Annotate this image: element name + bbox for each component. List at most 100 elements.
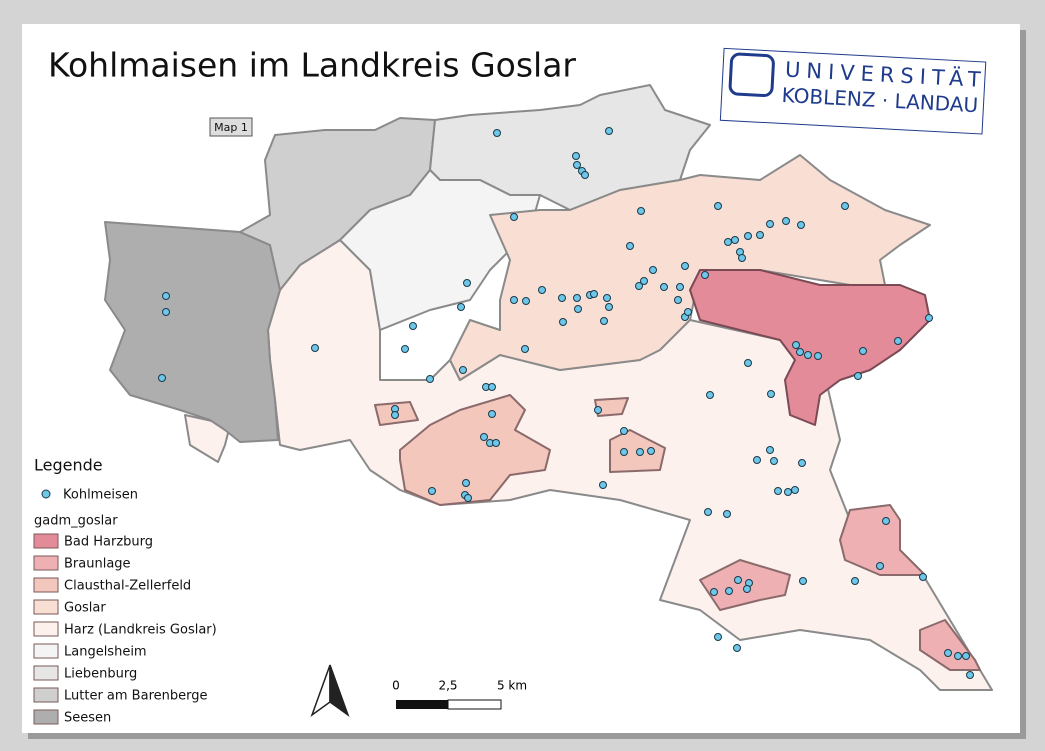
logo-emblem (728, 52, 775, 97)
points (158, 127, 974, 679)
map-title: Kohlmaisen im Landkreis Goslar (48, 46, 576, 85)
observation-point (311, 344, 319, 352)
observation-point (590, 290, 598, 298)
observation-point (457, 303, 465, 311)
map-label-box (209, 117, 253, 137)
observation-point (744, 359, 752, 367)
legend-items: Bad Harzburg Braunlage Clausthal-Zellerfel… (33, 533, 217, 726)
observation-point (428, 487, 436, 495)
observation-point (158, 374, 166, 382)
legend-label: Goslar (64, 601, 106, 616)
observation-point (522, 297, 530, 305)
observation-point (738, 254, 746, 262)
observation-point (640, 277, 648, 285)
observation-point (796, 348, 804, 356)
region (339, 169, 541, 331)
observation-point (714, 202, 722, 210)
legend-swatch (33, 643, 59, 659)
north-arrow (310, 664, 350, 718)
observation-point (841, 202, 849, 210)
observation-point (603, 294, 611, 302)
observation-point (944, 649, 952, 657)
observation-point (767, 390, 775, 398)
scale-label: 0 (392, 679, 400, 693)
observation-point (459, 366, 467, 374)
observation-point (391, 411, 399, 419)
observation-point (488, 410, 496, 418)
observation-point (573, 294, 581, 302)
observation-point (681, 262, 689, 270)
observation-point (724, 238, 732, 246)
observation-point (756, 231, 764, 239)
logo-box (719, 47, 987, 135)
legend-swatch (33, 687, 59, 703)
observation-point (462, 479, 470, 487)
observation-point (409, 322, 417, 330)
legend-label: Lutter am Barenberge (64, 689, 207, 704)
observation-point (804, 351, 812, 359)
observation-point (573, 161, 581, 169)
observation-point (605, 127, 613, 135)
observation-point (925, 314, 933, 322)
observation-point (600, 317, 608, 325)
map-label: Map 1 (214, 121, 248, 134)
observation-point (859, 347, 867, 355)
legend-swatch (33, 709, 59, 725)
legend-label: Harz (Landkreis Goslar) (64, 623, 217, 638)
scale-label: 5 km (497, 679, 527, 693)
observation-point (464, 494, 472, 502)
observation-point (725, 587, 733, 595)
observation-point (744, 232, 752, 240)
legend-label: Clausthal-Zellerfeld (64, 579, 191, 594)
observation-point (636, 448, 644, 456)
legend-label: Liebenburg (64, 667, 137, 682)
observation-point (162, 292, 170, 300)
observation-point (626, 242, 634, 250)
legend-point (41, 489, 51, 499)
observation-point (162, 308, 170, 316)
observation-point (791, 486, 799, 494)
legend-swatch (33, 577, 59, 593)
observation-point (962, 652, 970, 660)
observation-point (493, 129, 501, 137)
observation-point (559, 318, 567, 326)
legend-point-label: Kohlmeisen (63, 488, 138, 503)
observation-point (797, 221, 805, 229)
regions (104, 84, 993, 691)
observation-point (799, 577, 807, 585)
observation-point (710, 588, 718, 596)
observation-point (581, 171, 589, 179)
observation-point (463, 279, 471, 287)
observation-point (784, 488, 792, 496)
observation-point (814, 352, 822, 360)
observation-point (876, 562, 884, 570)
legend-label: Seesen (64, 711, 111, 726)
observation-point (558, 294, 566, 302)
observation-point (572, 152, 580, 160)
observation-point (706, 391, 714, 399)
observation-point (684, 308, 692, 316)
scale-bar-black (396, 700, 448, 709)
legend-label: Langelsheim (64, 645, 147, 660)
observation-point (723, 510, 731, 518)
observation-point (894, 337, 902, 345)
observation-point (637, 207, 645, 215)
observation-point (766, 446, 774, 454)
region (689, 269, 931, 426)
observation-point (510, 296, 518, 304)
observation-point (594, 406, 602, 414)
observation-point (882, 517, 890, 525)
legend-title: Legende (34, 456, 103, 475)
observation-point (766, 220, 774, 228)
observation-point (954, 652, 962, 660)
legend-label: Braunlage (64, 557, 131, 572)
observation-point (782, 217, 790, 225)
observation-point (733, 644, 741, 652)
observation-point (426, 375, 434, 383)
legend-swatch (33, 555, 59, 571)
observation-point (743, 585, 751, 593)
observation-point (966, 671, 974, 679)
observation-point (521, 345, 529, 353)
observation-point (599, 481, 607, 489)
